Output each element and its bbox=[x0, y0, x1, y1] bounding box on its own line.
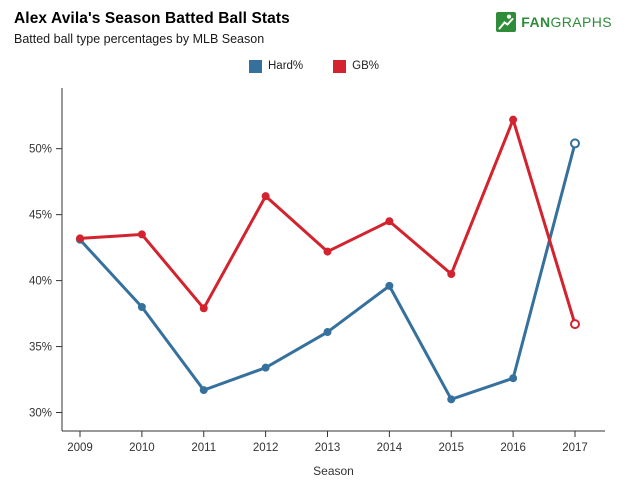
data-point-gb-2016 bbox=[509, 115, 518, 124]
x-tick-label: 2010 bbox=[129, 442, 155, 454]
data-point-hard-2013 bbox=[323, 328, 332, 337]
fangraphs-logo-text: FANGRAPHS bbox=[521, 14, 612, 30]
chart-header: Alex Avila's Season Batted Ball Stats Ba… bbox=[0, 0, 628, 46]
y-tick-label: 50% bbox=[29, 144, 52, 156]
data-point-hard-2016 bbox=[509, 374, 518, 383]
data-point-gb-2014 bbox=[385, 217, 394, 226]
logo-text-graphs: GRAPHS bbox=[550, 14, 612, 30]
series-hard bbox=[76, 138, 580, 404]
chart-title: Alex Avila's Season Batted Ball Stats bbox=[14, 10, 290, 27]
data-point-hard-2017 bbox=[570, 138, 580, 149]
x-tick-label: 2012 bbox=[253, 442, 279, 454]
logo-text-fan: FAN bbox=[521, 14, 551, 30]
legend-label-hard: Hard% bbox=[268, 60, 304, 72]
legend-item-gb[interactable]: GB% bbox=[333, 59, 379, 73]
line-chart: 30% 35% 40% 45% 50% 2009 2010 2011 2012 2013 2014 2… bbox=[29, 88, 605, 478]
y-tick-label: 35% bbox=[29, 342, 52, 354]
data-point-gb-2009 bbox=[76, 234, 84, 243]
fangraphs-logo: FANGRAPHS bbox=[496, 12, 612, 32]
x-tick-label: 2011 bbox=[191, 442, 216, 454]
y-tick-label: 45% bbox=[29, 210, 52, 222]
legend-item-hard[interactable]: Hard% bbox=[249, 59, 304, 73]
x-tick-label: 2015 bbox=[438, 442, 464, 454]
series-line-gb bbox=[78, 118, 577, 326]
x-tick-label: 2017 bbox=[562, 442, 588, 454]
data-point-gb-2013 bbox=[323, 247, 332, 256]
chart-titles: Alex Avila's Season Batted Ball Stats Ba… bbox=[14, 10, 290, 46]
x-tick-label: 2009 bbox=[67, 442, 93, 454]
x-axis-title: Season bbox=[313, 464, 354, 478]
data-point-hard-2012 bbox=[261, 363, 270, 372]
series-gb bbox=[76, 115, 580, 330]
data-point-gb-2017 bbox=[570, 319, 580, 330]
data-point-hard-2014 bbox=[385, 281, 394, 290]
y-tick-label: 40% bbox=[29, 276, 52, 288]
legend-swatch-gb bbox=[333, 59, 347, 73]
chart-legend: Hard% GB% bbox=[0, 58, 628, 74]
data-point-hard-2011 bbox=[199, 386, 208, 395]
data-point-gb-2011 bbox=[199, 304, 208, 313]
data-point-gb-2015 bbox=[447, 270, 456, 279]
data-point-hard-2015 bbox=[447, 395, 456, 404]
legend-swatch-hard bbox=[249, 59, 262, 73]
series-line-hard bbox=[78, 141, 577, 401]
data-point-gb-2012 bbox=[261, 192, 270, 201]
fangraphs-batter-icon bbox=[496, 12, 517, 32]
x-tick-label: 2013 bbox=[315, 442, 341, 454]
chart-subtitle: Batted ball type percentages by MLB Seas… bbox=[14, 32, 265, 46]
x-tick-label: 2016 bbox=[500, 442, 526, 454]
y-tick-label: 30% bbox=[29, 408, 52, 420]
data-point-gb-2010 bbox=[137, 230, 146, 239]
x-tick-label: 2014 bbox=[377, 442, 403, 454]
legend-label-gb: GB% bbox=[352, 60, 379, 72]
data-point-hard-2010 bbox=[137, 302, 146, 311]
